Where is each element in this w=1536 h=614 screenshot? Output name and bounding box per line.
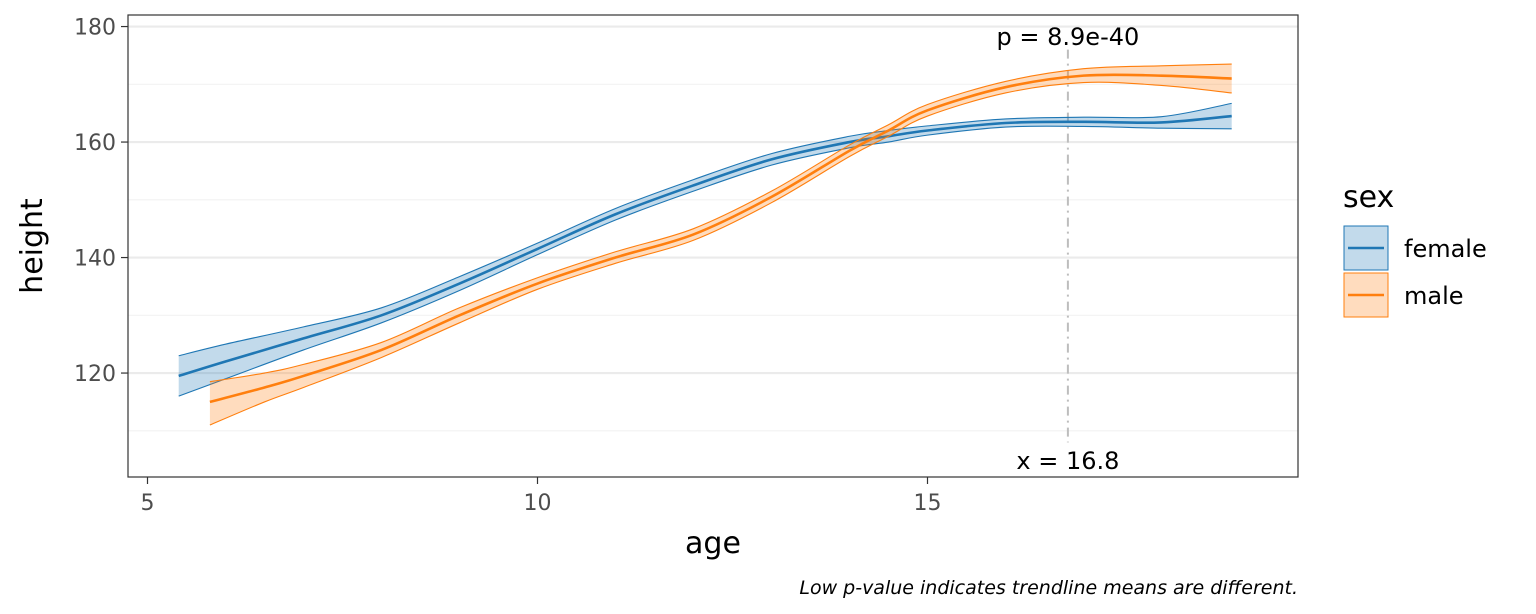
x-axis-title: age [685, 526, 741, 561]
female-lower-bound [178, 125, 1232, 397]
y-tick-label: 140 [74, 247, 116, 272]
legend-title: sex [1343, 180, 1394, 215]
x-tick-label: 5 [141, 491, 155, 516]
panel-border [127, 14, 1299, 478]
y-tick-label: 160 [74, 131, 116, 156]
female-upper-bound [178, 102, 1232, 357]
vline-annotation: x = 16.8 [1016, 447, 1119, 475]
legend-label-female: female [1404, 235, 1487, 263]
caption: Low p-value indicates trendline means ar… [799, 577, 1298, 599]
p-value-annotation: p = 8.9e-40 [997, 23, 1140, 51]
axis-ticks: 120 140 160 180 5 10 15 [74, 16, 942, 516]
legend-items: female male [1343, 225, 1487, 318]
x-tick-label: 15 [914, 491, 942, 516]
male-upper-bound [209, 63, 1232, 383]
series-layer [178, 63, 1232, 426]
legend: sex female male [1343, 180, 1487, 318]
female-confidence-ribbon [178, 103, 1232, 397]
y-tick-label: 120 [74, 362, 116, 387]
y-tick-label: 180 [74, 16, 116, 41]
male-trend-line [209, 73, 1232, 404]
y-axis-title: height [15, 198, 50, 294]
legend-label-male: male [1404, 282, 1464, 310]
male-lower-bound [209, 81, 1232, 426]
x-tick-label: 10 [524, 491, 552, 516]
female-trend-line [178, 114, 1232, 378]
grid [128, 25, 1298, 432]
